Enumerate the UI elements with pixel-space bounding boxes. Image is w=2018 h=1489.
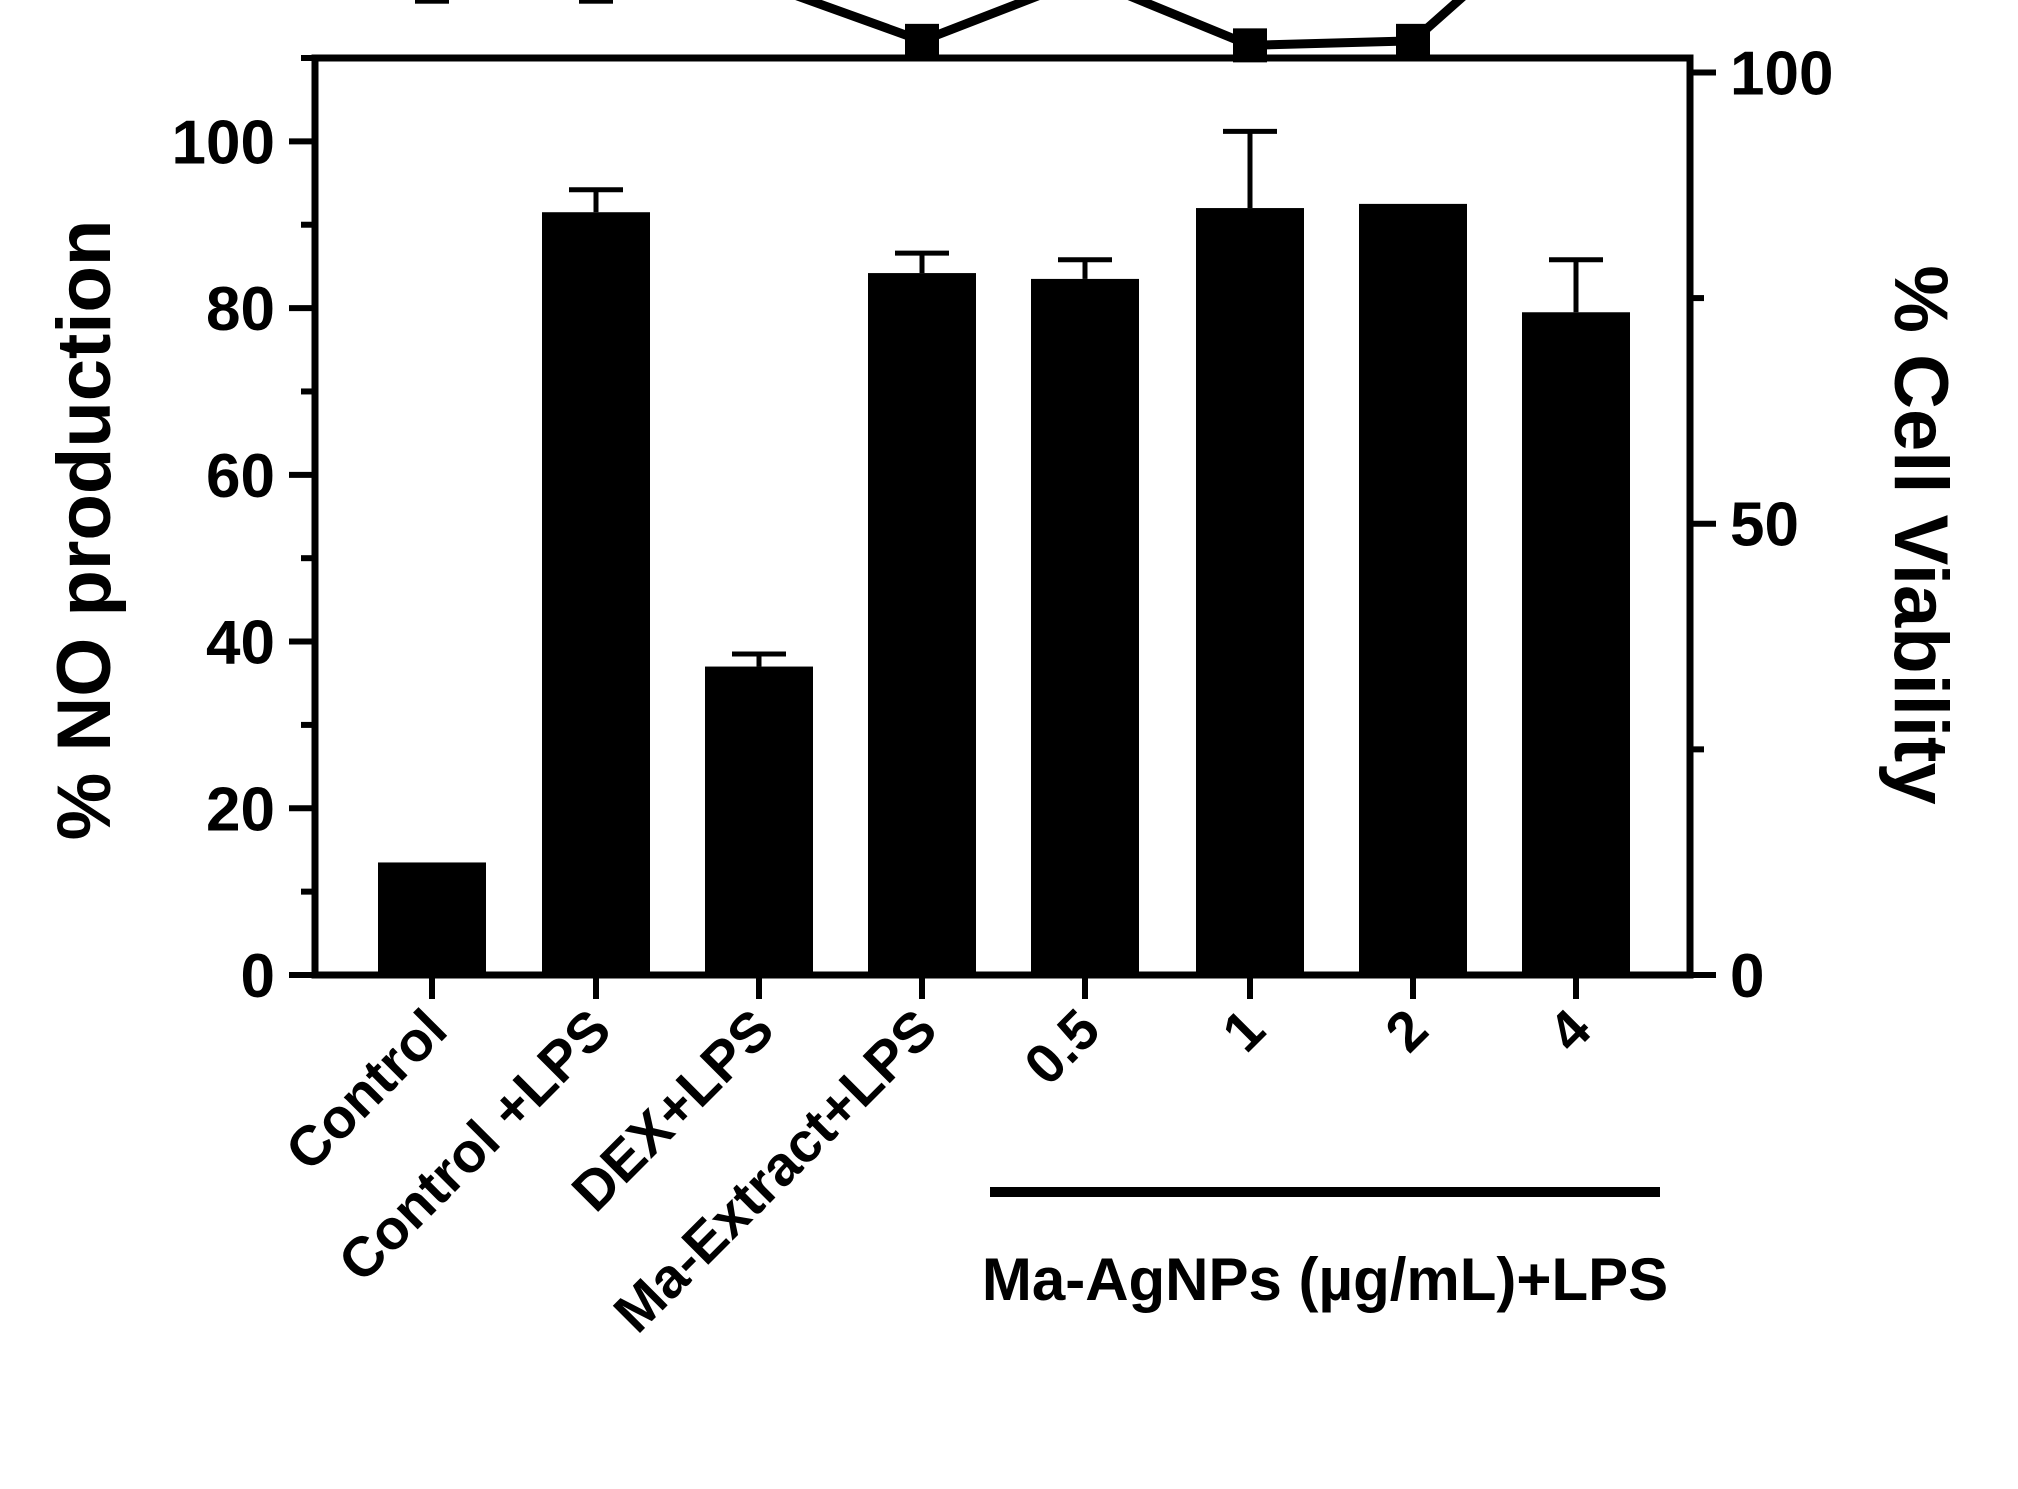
x-tick-label-6: 2 [1373, 997, 1440, 1064]
bar-1 [542, 212, 650, 976]
x-tick-label-7: 4 [1536, 997, 1603, 1064]
viability-point-3 [905, 23, 939, 58]
y-tick-label-1: 20 [206, 775, 275, 844]
line-layer [415, 0, 1466, 63]
bar-6 [1359, 203, 1467, 976]
y-tick-label-0: 0 [241, 942, 275, 1011]
bar-3 [868, 273, 976, 975]
x-tick-label-4: 0.5 [1012, 997, 1112, 1097]
y2-tick-label-1: 50 [1730, 491, 1799, 560]
y2-tick-label-0: 0 [1730, 942, 1764, 1011]
y-tick-label-2: 40 [206, 609, 275, 678]
y2-axis-label: % Cell Viability [1878, 265, 1963, 804]
bar-5 [1196, 208, 1304, 975]
bars-layer [378, 128, 1630, 976]
viability-point-6 [1396, 23, 1430, 58]
viability-line [795, 0, 1466, 50]
y-tick-label-5: 100 [172, 108, 275, 177]
viability-point-1 [579, 0, 613, 4]
bar-7 [1522, 312, 1630, 975]
y-axis-label: % NO production [42, 220, 127, 841]
y-tick-label-4: 80 [206, 275, 275, 344]
x-tick-label-5: 1 [1210, 997, 1277, 1064]
bar-0 [378, 862, 486, 975]
y2-tick-label-2: 100 [1730, 39, 1833, 108]
bar-4 [1031, 278, 1139, 975]
viability-point-0 [415, 0, 449, 4]
group-label: Ma-AgNPs (µg/mL)+LPS [982, 1246, 1668, 1313]
bar-2 [705, 666, 813, 975]
y-tick-label-3: 60 [206, 442, 275, 511]
